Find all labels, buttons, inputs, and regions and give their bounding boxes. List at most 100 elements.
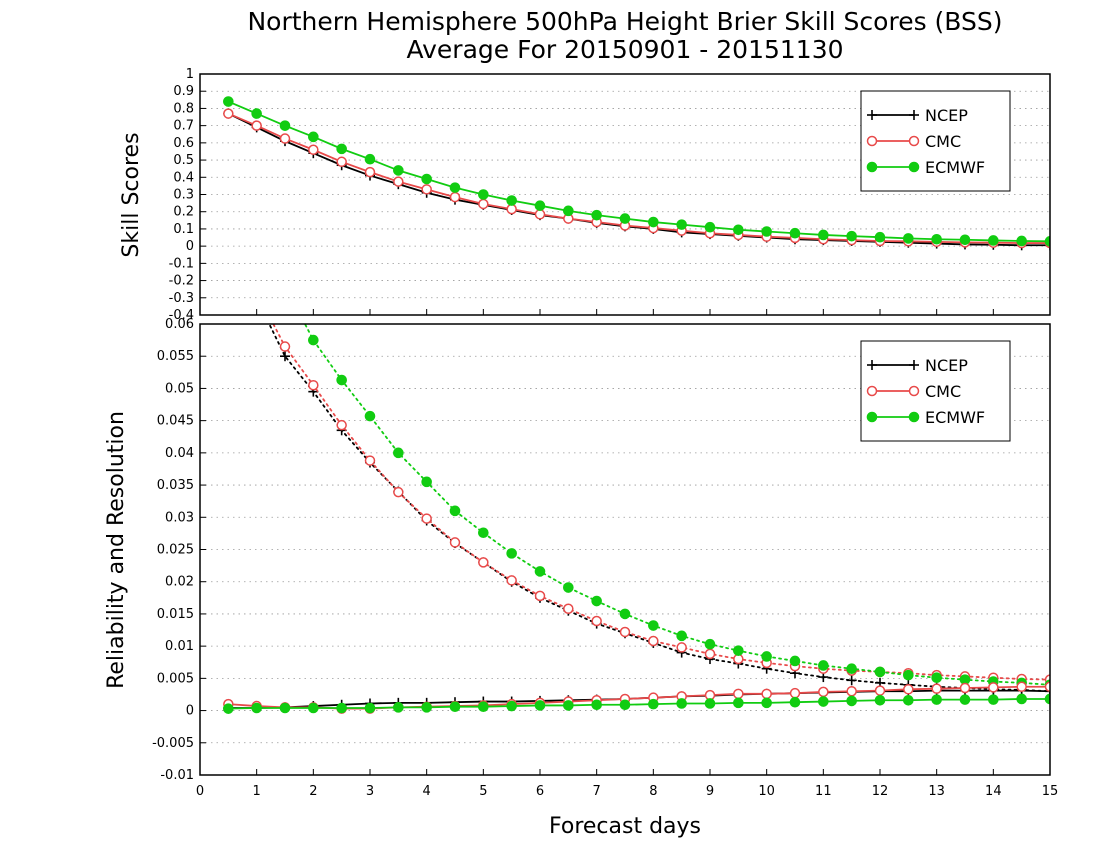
bot-series-5-ecmwf-solid <box>223 693 1050 714</box>
cmc-point-1-4 <box>336 419 347 431</box>
cmc-point-1-14 <box>619 626 631 638</box>
bot-x-tick-1: 1 <box>253 784 261 799</box>
ecmwf-point-2-2 <box>279 120 291 131</box>
bot-legend-entry-cmc: CMC <box>866 382 961 401</box>
bot-y-tick-14: 0.06 <box>165 317 194 332</box>
ecmwf-point-legend-b-2 <box>908 411 920 423</box>
cmc-point-1-15 <box>648 635 659 647</box>
ecmwf-point-2-5 <box>364 410 376 422</box>
ecmwf-point-2-0 <box>223 96 234 107</box>
top-y-axis-label: Skill Scores <box>119 132 144 257</box>
ecmwf-point-2-20 <box>789 227 801 239</box>
ncep-point-legend-a-0 <box>867 110 877 120</box>
bot-line-1 <box>272 324 1050 681</box>
top-legend-entry-cmc: CMC <box>866 132 961 151</box>
top-y-tick-13: 0.9 <box>173 84 194 99</box>
bot-x-tick-8: 8 <box>649 784 657 799</box>
bot-y-tick-0: -0.01 <box>160 768 194 783</box>
bot-y-tick-5: 0.015 <box>157 607 194 622</box>
ncep-point-0-2 <box>280 351 290 362</box>
bottom-legend: NCEP CMC ECMWF <box>860 340 1011 442</box>
cmc-point-1-17 <box>704 648 716 660</box>
bottom-plot-frame <box>199 323 1051 776</box>
ecmwf-point-5-25 <box>931 694 942 705</box>
top-y-tick-14: 1 <box>186 67 194 82</box>
ecmwf-point-5-9 <box>478 701 489 713</box>
ecmwf-point-2-12 <box>563 205 574 217</box>
ncep-point-legend-b-0 <box>909 360 919 370</box>
ecmwf-point-2-26 <box>959 234 971 246</box>
ncep-point-0-0 <box>223 248 233 258</box>
top-legend-label-ecmwf: ECMWF <box>925 158 985 177</box>
bot-legend-label-ecmwf: ECMWF <box>925 408 985 427</box>
ncep-point-3-29 <box>1045 686 1050 697</box>
ecmwf-point-2-6 <box>393 447 404 459</box>
top-y-tick-11: 0.7 <box>173 119 194 134</box>
cmc-point-legend-b-1 <box>908 385 920 397</box>
ecmwf-point-2-13 <box>591 595 602 607</box>
cmc-point-4-29 <box>1044 681 1050 692</box>
bot-legend-entry-ncep: NCEP <box>867 356 968 375</box>
ecmwf-point-2-23 <box>874 231 886 243</box>
bot-legend-label-ncep: NCEP <box>925 356 968 375</box>
cmc-point-4-19 <box>761 688 772 700</box>
ecmwf-point-5-11 <box>534 700 546 711</box>
ecmwf-point-5-12 <box>563 700 574 711</box>
ecmwf-point-5-17 <box>704 698 716 709</box>
bot-y-tick-10: 0.04 <box>165 446 194 461</box>
ecmwf-point-2-22 <box>846 230 857 242</box>
ecmwf-point-2-9 <box>478 189 489 200</box>
ecmwf-point-2-19 <box>761 226 772 237</box>
bot-y-tick-3: 0.005 <box>157 671 194 686</box>
ecmwf-point-2-17 <box>704 221 716 233</box>
x-axis-label: Forecast days <box>549 814 701 839</box>
ecmwf-point-5-18 <box>733 697 744 709</box>
cmc-point-1-10 <box>506 575 517 586</box>
cmc-point-1-4 <box>336 156 347 168</box>
top-y-tick-0: -0.4 <box>169 308 194 323</box>
cmc-point-1-0 <box>224 242 233 251</box>
bot-line-0 <box>268 324 1050 693</box>
cmc-point-4-25 <box>931 683 942 694</box>
bot-y-tick-1: -0.005 <box>152 736 194 751</box>
top-y-tick-10: 0.6 <box>173 136 194 151</box>
top-y-tick-8: 0.4 <box>173 170 194 185</box>
cmc-point-1-2 <box>279 341 291 352</box>
ecmwf-point-5-13 <box>591 699 602 711</box>
top-y-tick-9: 0.5 <box>173 153 194 168</box>
ecmwf-point-5-23 <box>874 694 886 706</box>
top-y-tick-1: -0.3 <box>169 291 194 306</box>
ncep-point-0-22 <box>846 675 857 686</box>
top-series-2-ecmwf-solid <box>223 96 1050 247</box>
bot-x-tick-11: 11 <box>815 784 832 799</box>
cmc-point-1-3 <box>308 144 319 155</box>
ecmwf-point-2-11 <box>534 566 546 577</box>
ecmwf-point-5-4 <box>336 702 347 714</box>
bot-x-tick-13: 13 <box>928 784 945 799</box>
bot-x-tick-12: 12 <box>872 784 889 799</box>
ecmwf-point-2-8 <box>449 505 461 517</box>
ecmwf-point-2-4 <box>336 374 347 386</box>
cmc-point-1-1 <box>251 120 262 131</box>
bot-x-tick-4: 4 <box>423 784 431 799</box>
ecmwf-point-2-15 <box>648 620 659 631</box>
ecmwf-point-5-16 <box>676 698 687 709</box>
top-y-tick-6: 0.2 <box>173 205 194 220</box>
top-y-tick-3: -0.1 <box>169 256 194 271</box>
cmc-point-1-2 <box>279 133 291 144</box>
top-legend-entry-ncep: NCEP <box>867 106 968 125</box>
ecmwf-point-2-20 <box>789 655 801 667</box>
ecmwf-point-2-5 <box>364 153 376 165</box>
ecmwf-point-2-22 <box>846 663 857 674</box>
bottom-panel: -0.01 -0.005 0 0.005 0.01 0.015 0.02 0.025 0.03 0… <box>104 242 1058 839</box>
top-y-tick-7: 0.3 <box>173 188 194 203</box>
ecmwf-point-2-24 <box>903 233 914 244</box>
ecmwf-point-2-7 <box>421 476 432 488</box>
cmc-point-4-26 <box>959 682 971 694</box>
ecmwf-point-2-10 <box>506 195 517 206</box>
cmc-point-4-23 <box>874 685 886 696</box>
ecmwf-point-2-24 <box>903 669 914 681</box>
ecmwf-point-5-22 <box>846 695 857 707</box>
bot-x-tick-14: 14 <box>985 784 1002 799</box>
